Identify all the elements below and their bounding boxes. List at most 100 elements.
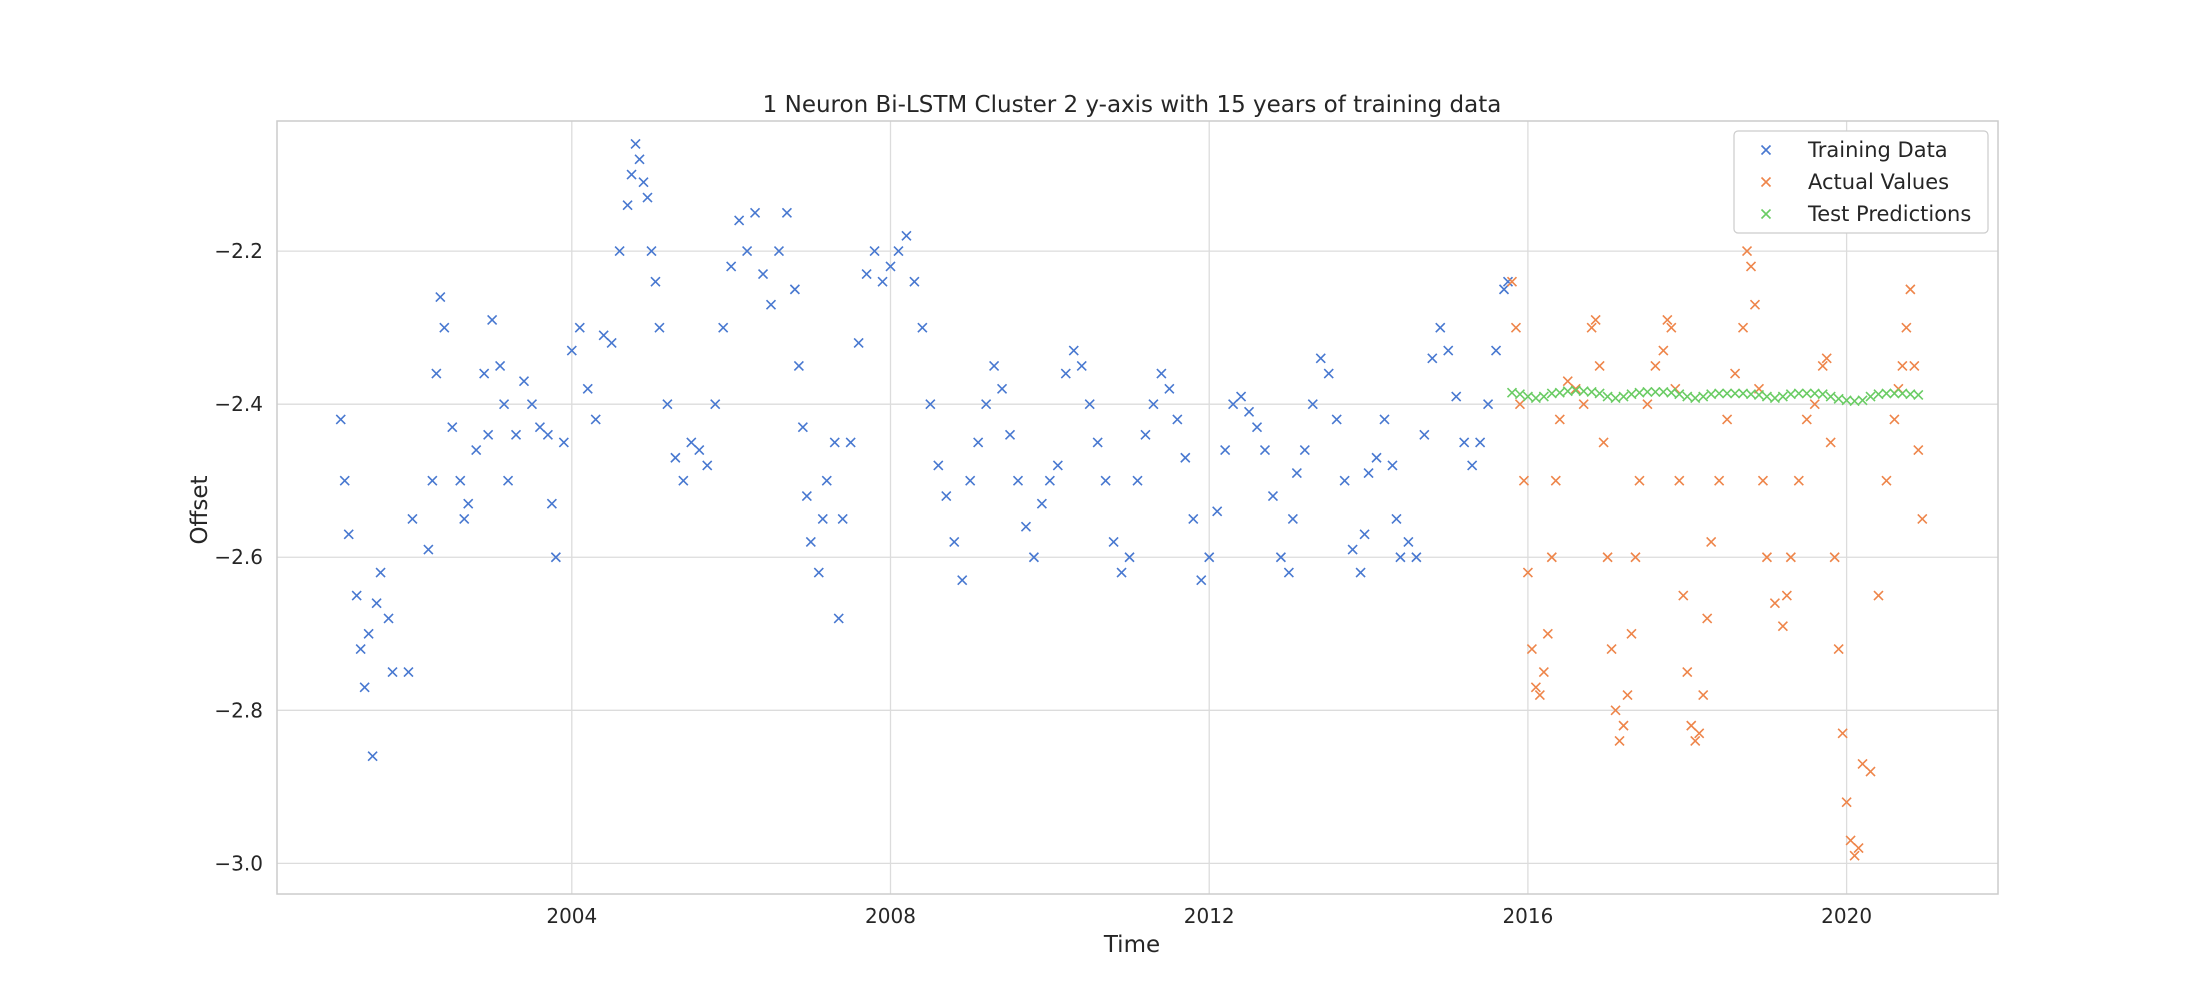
data-point [1909, 360, 1920, 371]
data-point [694, 445, 705, 456]
data-point [957, 575, 968, 586]
data-point [1730, 368, 1741, 379]
legend-label: Actual Values [1808, 170, 1949, 194]
data-point [642, 192, 653, 203]
data-point [1662, 314, 1673, 326]
data-point [534, 422, 545, 433]
data-point [781, 207, 792, 218]
data-point [502, 475, 514, 486]
data-point [1236, 391, 1247, 402]
data-point [1188, 513, 1199, 525]
data-point [1666, 387, 1677, 398]
data-point [1606, 644, 1617, 655]
data-point [558, 437, 569, 448]
data-point [1793, 475, 1804, 486]
data-point [459, 513, 470, 525]
y-tick-label: −3.0 [214, 851, 263, 875]
data-series [335, 138, 1928, 861]
data-point [1028, 552, 1039, 563]
data-point [877, 276, 888, 287]
x-tick-label: 2020 [1821, 904, 1872, 928]
data-point [1550, 475, 1561, 486]
data-point [1554, 414, 1565, 425]
legend-label: Test Predictions [1807, 202, 1971, 226]
data-point [1387, 460, 1398, 471]
data-point [566, 345, 577, 356]
data-point [1837, 728, 1848, 739]
data-point [1698, 391, 1709, 402]
data-point [817, 513, 828, 525]
data-point [435, 291, 446, 303]
data-point [1690, 735, 1701, 746]
data-point [1881, 475, 1892, 486]
data-point [1522, 391, 1533, 402]
data-point [1020, 521, 1032, 532]
data-point [1435, 322, 1446, 333]
data-point [351, 590, 362, 601]
data-point [1618, 720, 1629, 731]
data-point [1522, 567, 1533, 578]
legend-label: Training Data [1807, 138, 1948, 162]
data-point [479, 368, 490, 379]
data-point [375, 567, 386, 578]
data-point [407, 513, 418, 525]
data-point [1722, 414, 1733, 425]
data-point [614, 246, 625, 257]
data-point [1347, 544, 1358, 555]
data-point [1889, 414, 1900, 425]
data-point [1889, 388, 1900, 399]
data-point [1084, 399, 1095, 410]
data-point [1630, 552, 1641, 563]
data-point [1873, 389, 1884, 400]
data-point [1578, 399, 1589, 410]
data-point [439, 322, 450, 333]
data-point [1602, 552, 1613, 563]
data-point [1682, 666, 1693, 678]
series-0 [335, 138, 1514, 762]
data-point [1626, 389, 1637, 400]
data-point [510, 429, 522, 440]
data-point [1777, 621, 1788, 632]
data-point [670, 452, 681, 463]
data-point [1825, 391, 1836, 402]
data-point [1714, 388, 1725, 399]
data-point [1506, 276, 1518, 287]
data-point [662, 399, 673, 410]
data-point [1379, 414, 1390, 425]
data-point [1275, 552, 1286, 563]
data-point [371, 598, 382, 609]
legend-box [1733, 130, 1989, 234]
data-point [355, 644, 366, 655]
data-point [1514, 389, 1526, 400]
data-point [1857, 395, 1868, 406]
data-point [630, 138, 641, 150]
data-point [1562, 376, 1573, 387]
data-point [1339, 475, 1350, 486]
data-point [1220, 445, 1231, 456]
data-point [1610, 705, 1621, 716]
data-point [1801, 388, 1812, 399]
data-point [1570, 383, 1581, 394]
data-point [1873, 590, 1884, 601]
data-point [757, 269, 769, 280]
data-point [1650, 360, 1661, 371]
data-point [1148, 399, 1159, 410]
data-point [1490, 345, 1502, 356]
data-point [1833, 393, 1844, 404]
data-point [1897, 388, 1908, 399]
data-point [1526, 644, 1537, 655]
data-point [1905, 389, 1916, 400]
data-point [1355, 567, 1366, 578]
data-point [1706, 536, 1717, 548]
data-point [654, 322, 665, 333]
legend-marker [1760, 144, 1772, 156]
data-point [1307, 399, 1318, 410]
data-point [1483, 399, 1494, 410]
data-point [686, 437, 697, 448]
data-point [387, 666, 398, 678]
data-point [1108, 536, 1119, 548]
data-point [1678, 590, 1689, 601]
data-point [1578, 386, 1589, 397]
data-point [343, 529, 354, 540]
data-point [1443, 345, 1454, 356]
